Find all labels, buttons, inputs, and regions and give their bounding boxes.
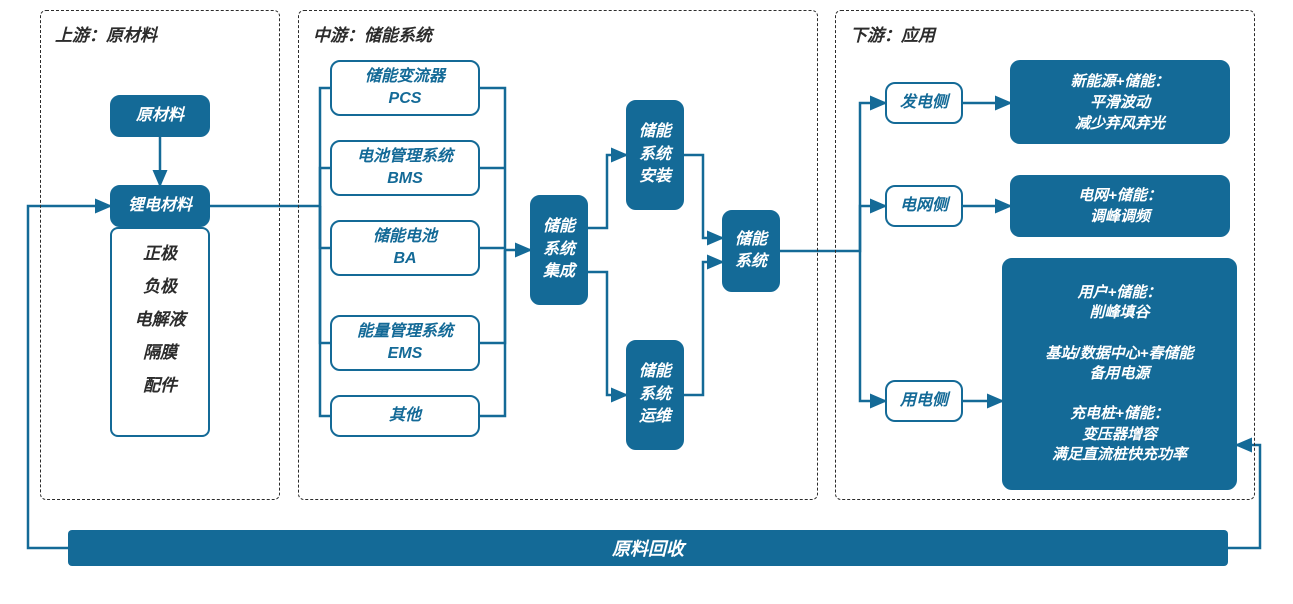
list-item: 电解液 bbox=[135, 305, 186, 330]
box-gen-detail: 新能源+储能： 平滑波动 减少弃风弃光 bbox=[1010, 60, 1230, 144]
node-pcs: 储能变流器 PCS bbox=[330, 60, 480, 116]
list-lithium-items: 正极 负极 电解液 隔膜 配件 bbox=[110, 227, 210, 437]
region-midstream-title: 中游：储能系统 bbox=[313, 21, 432, 46]
list-item: 负极 bbox=[143, 272, 177, 297]
region-downstream-title: 下游：应用 bbox=[850, 21, 935, 46]
node-integrate: 储能 系统 集成 bbox=[530, 195, 588, 305]
node-lithium-material: 锂电材料 bbox=[110, 185, 210, 227]
bar-recycle: 原料回收 bbox=[68, 530, 1228, 566]
node-user-side: 用电侧 bbox=[885, 380, 963, 422]
node-ems: 能量管理系统 EMS bbox=[330, 315, 480, 371]
box-grid-detail: 电网+储能： 调峰调频 bbox=[1010, 175, 1230, 237]
node-other: 其他 bbox=[330, 395, 480, 437]
list-item: 正极 bbox=[143, 239, 177, 264]
node-bms: 电池管理系统 BMS bbox=[330, 140, 480, 196]
list-item: 隔膜 bbox=[143, 338, 177, 363]
node-ba: 储能电池 BA bbox=[330, 220, 480, 276]
node-install: 储能 系统 安装 bbox=[626, 100, 684, 210]
list-item: 配件 bbox=[143, 371, 177, 396]
node-gen-side: 发电侧 bbox=[885, 82, 963, 124]
node-grid-side: 电网侧 bbox=[885, 185, 963, 227]
node-system: 储能 系统 bbox=[722, 210, 780, 292]
box-user-detail: 用户+储能： 削峰填谷 基站/数据中心+春储能 备用电源 充电桩+储能： 变压器… bbox=[1002, 258, 1237, 490]
node-raw-material: 原材料 bbox=[110, 95, 210, 137]
node-ops: 储能 系统 运维 bbox=[626, 340, 684, 450]
region-upstream-title: 上游：原材料 bbox=[55, 21, 157, 46]
